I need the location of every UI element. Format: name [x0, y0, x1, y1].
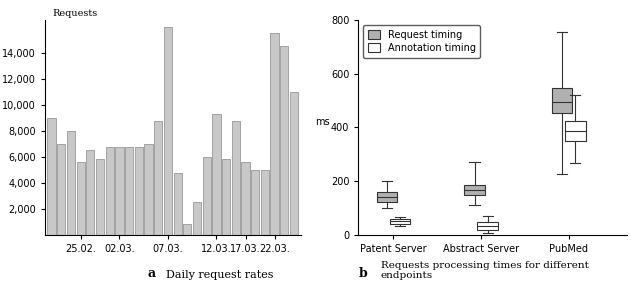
Bar [222, 159, 230, 235]
Bar [154, 122, 163, 235]
PathPatch shape [464, 185, 484, 195]
Text: Requests: Requests [52, 9, 98, 18]
Bar [57, 144, 65, 235]
Bar [135, 147, 143, 235]
Bar [232, 122, 240, 235]
Bar [261, 170, 269, 235]
Y-axis label: ms: ms [316, 117, 330, 127]
PathPatch shape [565, 121, 586, 141]
Bar [106, 147, 114, 235]
Text: a: a [147, 267, 156, 280]
Legend: Request timing, Annotation timing: Request timing, Annotation timing [364, 25, 481, 57]
Bar [115, 147, 124, 235]
Bar [290, 92, 298, 235]
PathPatch shape [390, 219, 410, 224]
Bar [145, 144, 153, 235]
Bar [241, 162, 250, 235]
Bar [67, 130, 75, 235]
Bar [86, 150, 95, 235]
PathPatch shape [477, 222, 498, 230]
Bar [77, 162, 85, 235]
Bar [173, 173, 182, 235]
Text: Requests processing times for different
endpoints: Requests processing times for different … [381, 261, 589, 280]
Bar [96, 159, 104, 235]
Bar [47, 118, 56, 235]
PathPatch shape [377, 192, 397, 202]
Bar [183, 224, 191, 235]
PathPatch shape [552, 88, 572, 112]
Bar [125, 147, 133, 235]
Text: b: b [358, 267, 367, 280]
Bar [271, 33, 279, 235]
Text: Daily request rates: Daily request rates [166, 270, 274, 280]
Bar [193, 202, 201, 235]
Bar [164, 27, 172, 235]
Bar [251, 170, 259, 235]
Bar [280, 46, 289, 235]
Bar [203, 156, 211, 235]
Bar [212, 114, 221, 235]
